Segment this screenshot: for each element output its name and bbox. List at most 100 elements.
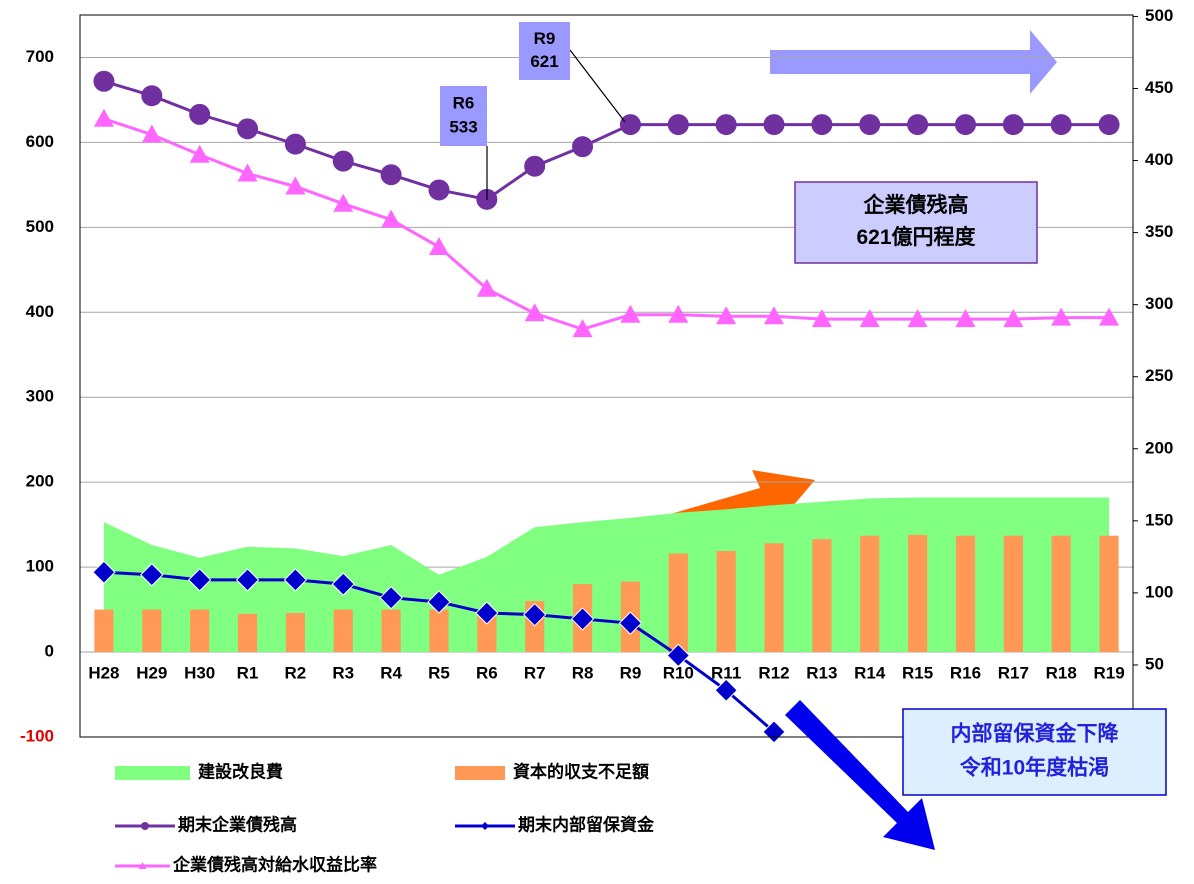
- x-tick-label: H29: [136, 664, 167, 683]
- x-tick-label: R9: [620, 664, 642, 683]
- marker: [141, 124, 162, 143]
- marker: [187, 568, 212, 592]
- y2-tick-label: 50: [1145, 654, 1164, 673]
- annotation-text: R6: [453, 93, 475, 112]
- y-tick-label: -100: [20, 726, 54, 745]
- marker: [859, 114, 881, 136]
- trend-arrow: [785, 700, 935, 850]
- y2-tick-label: 400: [1145, 150, 1173, 169]
- marker: [93, 70, 115, 92]
- y2-tick-label: 200: [1145, 438, 1173, 457]
- x-tick-label: R13: [806, 664, 837, 683]
- marker: [1099, 307, 1120, 326]
- trend-arrow: [770, 30, 1057, 94]
- marker: [618, 611, 643, 635]
- marker: [668, 304, 689, 323]
- annotation-box: [794, 181, 1038, 264]
- marker: [524, 303, 545, 322]
- marker: [763, 114, 785, 136]
- x-tick-label: R17: [998, 664, 1029, 683]
- y2-tick-label: 350: [1145, 222, 1173, 241]
- marker: [475, 601, 499, 625]
- x-tick-label: R4: [380, 664, 402, 683]
- bar: [429, 609, 449, 653]
- marker: [380, 164, 402, 186]
- y2-tick-label: 150: [1145, 510, 1173, 529]
- bar: [333, 609, 353, 653]
- bar: [285, 612, 305, 653]
- x-tick-label: R1: [237, 664, 259, 683]
- annotation-text: 621億円程度: [856, 225, 975, 249]
- x-tick-label: R6: [476, 664, 498, 683]
- bar: [955, 535, 976, 653]
- marker: [237, 118, 259, 140]
- x-tick-label: H28: [88, 664, 119, 683]
- y2-tick-label: 100: [1145, 582, 1173, 601]
- marker: [620, 304, 641, 323]
- marker: [1002, 114, 1024, 136]
- annotation-text: 533: [449, 117, 477, 136]
- marker: [427, 590, 451, 614]
- x-tick-label: R2: [285, 664, 307, 683]
- marker: [189, 103, 211, 125]
- x-tick-label: R11: [711, 664, 741, 683]
- marker: [955, 309, 976, 328]
- marker: [332, 150, 354, 172]
- marker: [1098, 114, 1120, 136]
- bar: [764, 543, 784, 653]
- marker: [715, 114, 737, 136]
- line: [103, 79, 1110, 201]
- annotation-text: 令和10年度枯渇: [960, 756, 1109, 780]
- x-tick-label: R14: [854, 664, 886, 683]
- legend-marker: [141, 822, 149, 830]
- plot-border: [79, 14, 1134, 738]
- marker: [572, 136, 594, 158]
- marker: [714, 678, 738, 702]
- marker: [522, 602, 547, 627]
- annotation-text: R9: [534, 29, 556, 48]
- marker: [284, 133, 306, 155]
- marker: [811, 114, 833, 136]
- legend-swatch: [455, 766, 505, 780]
- annotation-text: 621: [530, 52, 558, 71]
- y2-tick-label: 250: [1145, 366, 1173, 385]
- y-tick-label: 700: [26, 47, 54, 66]
- legend-label: 期末内部留保資金: [518, 814, 655, 834]
- legend-label: 企業債残高対給水収益比率: [172, 854, 377, 874]
- y-tick-label: 200: [26, 472, 54, 491]
- marker: [666, 643, 691, 668]
- x-tick-label: R3: [332, 664, 354, 683]
- marker: [379, 585, 403, 610]
- marker: [619, 114, 641, 136]
- marker: [859, 309, 880, 328]
- x-tick-label: R18: [1046, 664, 1077, 683]
- marker: [907, 114, 929, 136]
- marker: [667, 114, 689, 136]
- legend-label: 建設改良費: [198, 761, 283, 781]
- marker: [716, 306, 737, 325]
- y-tick-label: 600: [26, 132, 54, 151]
- marker: [476, 278, 497, 297]
- x-tick-label: R12: [758, 664, 789, 683]
- bar: [477, 609, 497, 653]
- bar: [812, 539, 832, 653]
- marker: [92, 560, 116, 584]
- marker: [570, 607, 595, 631]
- bar: [668, 553, 688, 653]
- y2-tick-label: 500: [1145, 6, 1173, 25]
- marker: [283, 568, 308, 592]
- y-tick-label: 300: [26, 387, 54, 406]
- marker: [141, 85, 163, 107]
- marker: [285, 176, 306, 195]
- bar: [908, 534, 928, 653]
- y-tick-label: 400: [26, 302, 54, 321]
- marker: [428, 237, 449, 256]
- line: [103, 117, 1110, 331]
- x-tick-label: R7: [524, 664, 546, 683]
- bar: [1099, 535, 1119, 653]
- marker: [333, 193, 354, 212]
- bar: [860, 535, 880, 653]
- marker: [811, 309, 832, 328]
- legend-label: 資本的収支不足額: [513, 761, 649, 781]
